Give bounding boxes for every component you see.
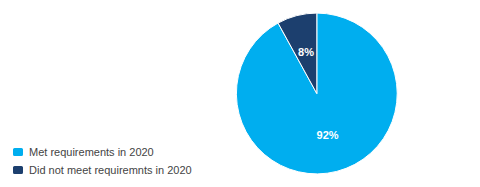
svg-text:8%: 8% [298, 46, 314, 58]
svg-text:92%: 92% [317, 129, 339, 141]
svg-text:Met requirements in 2020: Met requirements in 2020 [29, 146, 154, 158]
svg-text:Did not meet requiremnts in 20: Did not meet requiremnts in 2020 [29, 164, 192, 176]
